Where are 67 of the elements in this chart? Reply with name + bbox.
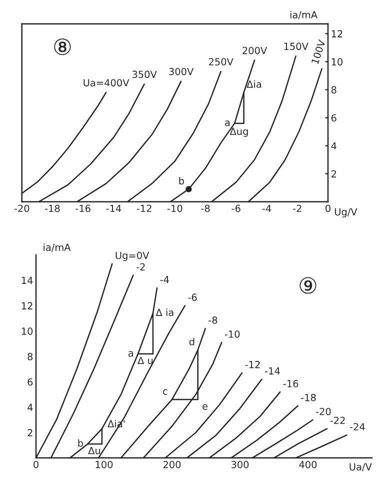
x-tick-label: -16 <box>76 204 90 212</box>
x-tick-label: 300 <box>231 460 249 468</box>
series-label: 150V <box>284 42 308 50</box>
series-label: -4 <box>160 276 169 284</box>
x-tick-label: 400 <box>299 460 317 468</box>
x-tick-label: 0 <box>34 460 38 468</box>
y-tick-label: 8 <box>331 86 336 94</box>
series-label: -14 <box>265 367 280 374</box>
series-label: 200V <box>242 46 268 54</box>
y-tick-label: 2 <box>28 429 32 436</box>
y-tick-label: 6 <box>331 114 336 122</box>
series-label: -16 <box>283 380 298 388</box>
x-tick-label: -2 <box>293 204 302 212</box>
y-tick-label: 12 <box>332 30 342 38</box>
annotation: Δ u <box>138 356 153 364</box>
annotation: Δia <box>246 80 262 88</box>
series-label: -8 <box>208 316 218 324</box>
series-label: -2 <box>136 263 145 270</box>
x-tick-label: -18 <box>45 204 60 212</box>
x-axis-title: Ug/V <box>334 208 358 218</box>
annotation: ⑧ <box>54 38 71 56</box>
text: 100V <box>311 39 326 64</box>
y-tick-label: 10 <box>332 58 342 66</box>
x-tick-label: 200 <box>163 460 181 468</box>
series-label: -24 <box>350 423 365 430</box>
annotation: b <box>78 439 83 447</box>
annotation: Δu <box>88 447 100 454</box>
series-label: 250V <box>208 58 234 66</box>
y-tick-label: 2 <box>331 170 336 178</box>
x-tick-label: 100 <box>96 460 113 468</box>
annotation: Δ ia <box>156 308 174 316</box>
series-label: -6 <box>188 294 197 301</box>
series-label: -12 <box>245 360 260 368</box>
annotation: c <box>163 389 168 395</box>
x-tick-label: 0 <box>326 204 330 212</box>
y-tick-label: 4 <box>331 142 336 150</box>
x-tick-label: -14 <box>106 204 122 212</box>
annotation: e <box>202 404 208 410</box>
annotation: ⑨ <box>300 277 316 294</box>
series-label: -20 <box>316 408 331 416</box>
x-tick-label: -12 <box>136 204 152 212</box>
y-tick-label: 8 <box>28 352 33 360</box>
y-tick-label: 12 <box>22 302 32 310</box>
x-tick-label: -4 <box>262 204 272 212</box>
x-axis-title: Ua/V <box>350 463 372 472</box>
y-axis-title: ia/mA <box>290 10 318 20</box>
series-label: Ug=0V <box>116 252 150 262</box>
x-tick-label: -6 <box>232 204 240 212</box>
annotation: b <box>179 176 184 184</box>
y-tick-label: 10 <box>22 328 33 335</box>
y-tick-label: 6 <box>28 378 33 386</box>
series-label: -10 <box>224 330 240 338</box>
annotation: d <box>189 338 194 346</box>
x-tick-label: -20 <box>14 204 30 212</box>
series-label: Ua=400V <box>84 79 130 86</box>
annotation: a <box>225 120 230 126</box>
y-axis-title: ia/mA <box>44 243 71 252</box>
x-tick-label: -10 <box>167 204 182 212</box>
series-label: 350V <box>132 70 157 78</box>
series-label: -22 <box>330 416 345 424</box>
y-tick-label: 4 <box>28 404 33 411</box>
series-label: 300V <box>169 68 194 76</box>
annotation: a <box>128 351 133 357</box>
x-tick-label: -8 <box>201 204 210 212</box>
series-label: -18 <box>301 394 316 402</box>
y-tick-label: 14 <box>22 276 33 284</box>
annotation: Δug <box>230 128 248 137</box>
